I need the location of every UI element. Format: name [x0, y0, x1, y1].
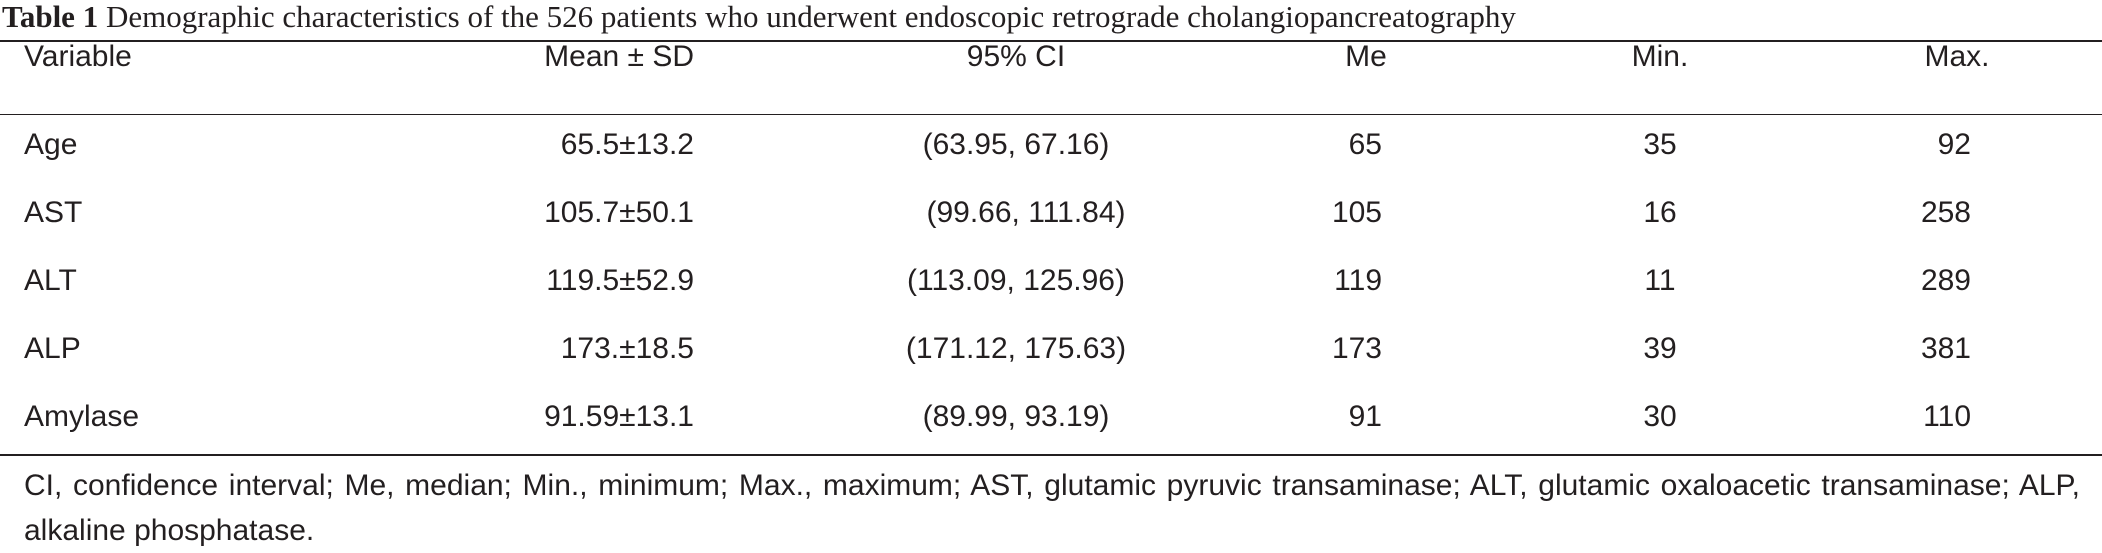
header-me: Me: [1345, 40, 1387, 73]
cell-variable: Age: [24, 128, 78, 161]
table-header-rule: [0, 114, 2102, 115]
table-caption-label: Table 1: [2, 0, 99, 34]
cell-me: 119: [1334, 264, 1382, 297]
cell-variable: ALT: [24, 264, 77, 297]
cell-min: 30: [1643, 400, 1677, 433]
cell-max: 381: [1920, 332, 1971, 365]
cell-me: 173: [1331, 332, 1382, 365]
cell-mean-sd: 173.±18.5: [560, 332, 694, 365]
cell-max: 110: [1923, 400, 1971, 433]
cell-ci: (99.66, 111.84): [926, 196, 1126, 229]
header-mean-sd: Mean ± SD: [544, 40, 694, 73]
cell-max: 92: [1937, 128, 1971, 161]
cell-mean-sd: 119.5±52.9: [546, 264, 694, 297]
header-ci: 95% CI: [966, 40, 1066, 73]
cell-max: 258: [1920, 196, 1971, 229]
cell-mean-sd: 65.5±13.2: [560, 128, 694, 161]
cell-max: 289: [1920, 264, 1971, 297]
table-bottom-rule: [0, 454, 2102, 456]
cell-mean-sd: 91.59±13.1: [544, 400, 694, 433]
cell-min: 39: [1643, 332, 1677, 365]
table-top-rule: [0, 40, 2102, 42]
table-caption-text: Demographic characteristics of the 526 p…: [105, 0, 1516, 34]
cell-min: 35: [1643, 128, 1677, 161]
cell-mean-sd: 105.7±50.1: [544, 196, 694, 229]
cell-ci: (171.12, 175.63): [905, 332, 1127, 365]
cell-ci: (89.99, 93.19): [922, 400, 1110, 433]
cell-me: 65: [1348, 128, 1382, 161]
table-caption: Table 1 Demographic characteristics of t…: [2, 0, 1516, 34]
cell-me: 105: [1331, 196, 1382, 229]
cell-ci: (63.95, 67.16): [922, 128, 1110, 161]
table-footnote: CI, confidence interval; Me, median; Min…: [24, 469, 2080, 547]
cell-variable: AST: [24, 196, 83, 229]
cell-min: 16: [1643, 196, 1677, 229]
header-min: Min.: [1631, 40, 1689, 73]
cell-variable: Amylase: [24, 400, 140, 433]
cell-ci: (113.09, 125.96): [907, 264, 1125, 297]
cell-variable: ALP: [24, 332, 81, 365]
cell-me: 91: [1348, 400, 1382, 433]
cell-min: 11: [1644, 264, 1676, 297]
header-max: Max.: [1924, 40, 1990, 73]
header-variable: Variable: [24, 40, 132, 73]
